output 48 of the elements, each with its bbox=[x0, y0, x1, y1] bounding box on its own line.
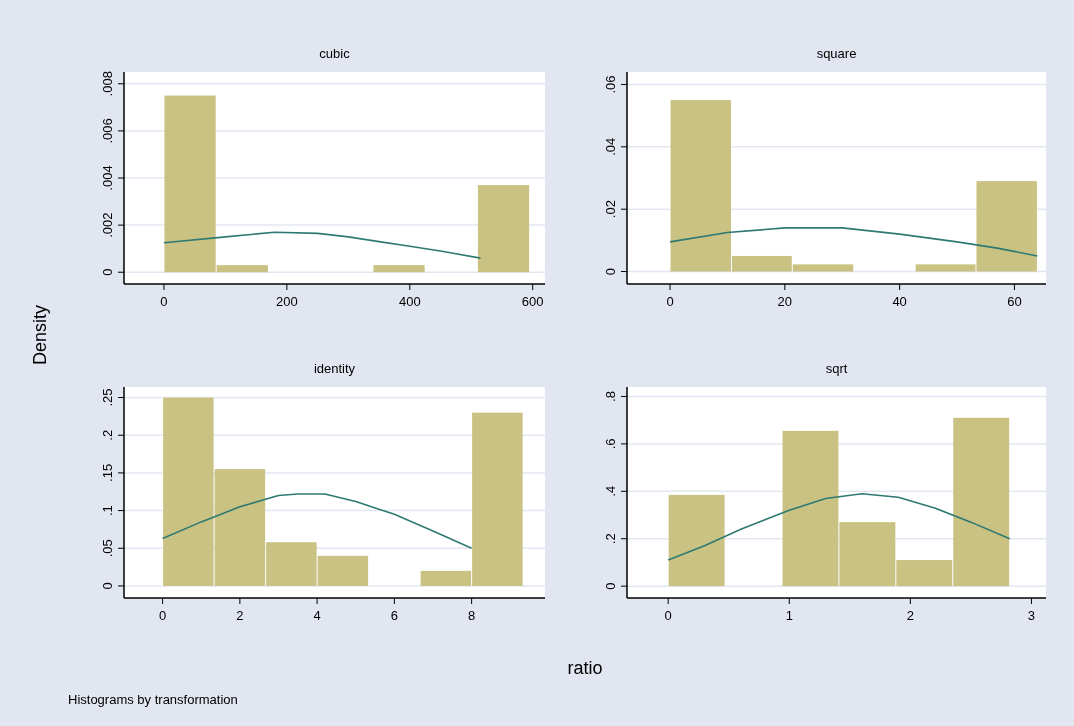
y-tick-label: .2 bbox=[603, 533, 618, 545]
y-tick-label: 0 bbox=[603, 582, 618, 590]
x-tick-label: 8 bbox=[468, 608, 476, 623]
x-tick-label: 0 bbox=[159, 608, 167, 623]
y-tick-label: .1 bbox=[100, 505, 115, 517]
y-tick-label: .02 bbox=[603, 200, 618, 219]
y-tick-label: .2 bbox=[100, 429, 115, 441]
x-tick-label: 200 bbox=[276, 294, 298, 309]
line-series bbox=[163, 231, 482, 259]
y-tick-label: .4 bbox=[603, 485, 618, 497]
x-tick-label: 2 bbox=[236, 608, 244, 623]
y-tick-label: .6 bbox=[603, 438, 618, 450]
y-tick-label: .05 bbox=[100, 539, 115, 558]
line-series bbox=[161, 493, 473, 550]
x-axis-title: ratio bbox=[567, 658, 603, 678]
x-tick-label: 0 bbox=[160, 294, 168, 309]
y-tick-label: .15 bbox=[100, 463, 115, 482]
x-tick-label: 60 bbox=[1007, 294, 1022, 309]
y-tick-label: 0 bbox=[100, 268, 115, 276]
x-tick-label: 6 bbox=[390, 608, 398, 623]
chart-title: square bbox=[816, 46, 857, 61]
chart-title: sqrt bbox=[825, 361, 848, 376]
y-tick-label: .002 bbox=[100, 212, 115, 238]
chart-title: cubic bbox=[319, 46, 351, 61]
x-tick-label: 0 bbox=[666, 294, 674, 309]
x-tick-label: 4 bbox=[313, 608, 321, 623]
y-tick-label: 0 bbox=[100, 582, 115, 590]
text: Histograms by transformation bbox=[68, 692, 238, 707]
y-tick-label: .04 bbox=[603, 137, 618, 156]
y-tick-label: .006 bbox=[100, 118, 115, 144]
y-tick-label: .8 bbox=[603, 391, 618, 402]
line-series bbox=[669, 227, 1039, 257]
y-tick-label: 0 bbox=[603, 267, 618, 276]
x-tick-label: 40 bbox=[892, 294, 907, 309]
y-axis-title: Density bbox=[30, 304, 50, 366]
x-tick-label: 3 bbox=[1027, 608, 1036, 623]
y-tick-label: .25 bbox=[100, 388, 115, 407]
x-tick-label: 600 bbox=[521, 294, 544, 309]
line-series bbox=[667, 492, 1011, 561]
x-tick-label: 20 bbox=[777, 294, 793, 309]
x-tick-label: 2 bbox=[906, 608, 914, 623]
y-tick-label: .004 bbox=[100, 165, 115, 191]
chart-title: identity bbox=[313, 361, 356, 376]
x-tick-label: 1 bbox=[785, 608, 793, 623]
y-tick-label: .06 bbox=[603, 75, 618, 94]
x-tick-label: 400 bbox=[398, 294, 421, 309]
x-tick-label: 0 bbox=[664, 608, 672, 623]
y-tick-label: .008 bbox=[100, 71, 115, 97]
